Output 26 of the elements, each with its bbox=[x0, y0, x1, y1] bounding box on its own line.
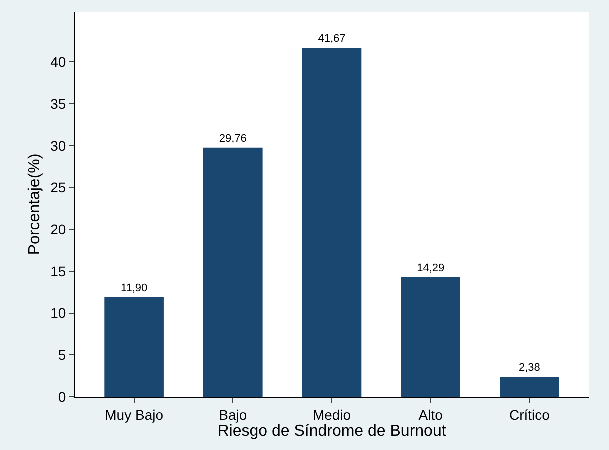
y-tick-label: 25 bbox=[50, 180, 66, 196]
bar bbox=[500, 377, 560, 397]
data-label: 14,29 bbox=[417, 262, 445, 274]
y-tick-label: 30 bbox=[50, 138, 66, 154]
y-tick-label: 10 bbox=[50, 305, 66, 322]
x-tick-label: Alto bbox=[418, 406, 444, 423]
data-label: 11,90 bbox=[120, 282, 148, 294]
y-tick-label: 5 bbox=[58, 347, 66, 364]
y-axis-title: Porcentaje(%) bbox=[26, 154, 44, 256]
x-tick-label: Muy Bajo bbox=[105, 406, 164, 423]
data-label: 41,67 bbox=[318, 33, 346, 46]
bar bbox=[104, 297, 164, 397]
y-tick-label: 20 bbox=[50, 222, 66, 238]
data-label: 29,76 bbox=[219, 132, 247, 145]
y-tick-label: 0 bbox=[58, 388, 66, 405]
bar bbox=[401, 277, 460, 397]
y-tick-label: 15 bbox=[50, 263, 66, 280]
x-axis-title: Riesgo de Síndrome de Burnout bbox=[218, 422, 447, 440]
x-tick-label: Bajo bbox=[219, 406, 248, 423]
bar bbox=[204, 148, 263, 397]
data-label: 2,38 bbox=[518, 362, 540, 374]
bar bbox=[302, 48, 362, 397]
y-tick-label: 40 bbox=[50, 54, 66, 70]
y-tick-label: 35 bbox=[50, 96, 66, 112]
x-tick-label: Medio bbox=[312, 406, 352, 423]
x-tick-label: Crítico bbox=[509, 406, 550, 423]
